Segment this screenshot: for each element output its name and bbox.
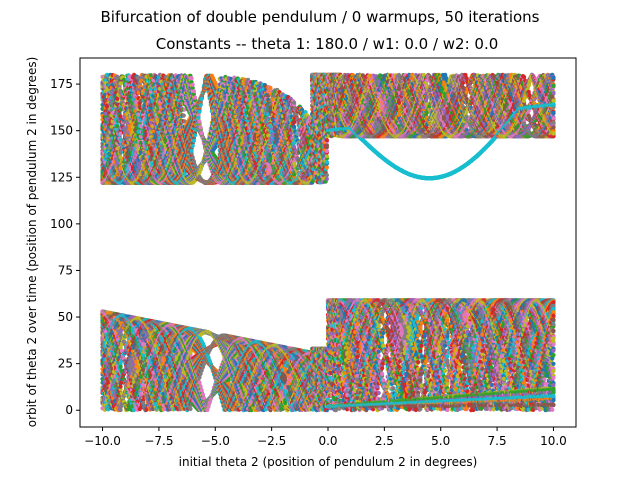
orbit-point [115,96,120,101]
chart-title: Bifurcation of double pendulum / 0 warmu… [100,8,539,26]
orbit-point [118,364,123,369]
orbit-point [118,384,123,389]
orbit-point [141,383,146,388]
orbit-point [138,391,143,397]
data-points [100,72,556,413]
orbit-point [103,361,108,366]
orbit-point [141,400,146,405]
orbit-point [118,407,123,413]
chart-subtitle: Constants -- theta 1: 180.0 / w1: 0.0 / … [156,35,499,53]
orbit-point [103,387,108,392]
orbit-point [115,124,120,129]
orbit-point [141,353,146,358]
